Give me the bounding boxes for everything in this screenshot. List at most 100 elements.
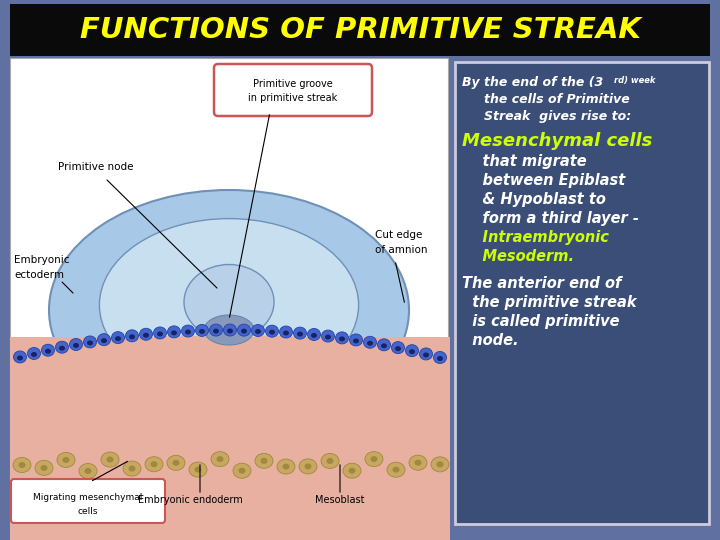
Ellipse shape bbox=[336, 332, 348, 344]
Ellipse shape bbox=[387, 414, 394, 430]
Ellipse shape bbox=[79, 463, 97, 478]
Ellipse shape bbox=[320, 368, 325, 374]
Ellipse shape bbox=[94, 379, 98, 397]
Ellipse shape bbox=[298, 411, 304, 429]
Text: Mesoderm.: Mesoderm. bbox=[462, 249, 574, 264]
Text: in primitive streak: in primitive streak bbox=[248, 93, 338, 103]
Ellipse shape bbox=[240, 409, 244, 427]
Ellipse shape bbox=[402, 388, 408, 406]
Ellipse shape bbox=[387, 462, 405, 477]
Ellipse shape bbox=[87, 340, 93, 346]
Ellipse shape bbox=[189, 462, 207, 477]
Ellipse shape bbox=[223, 324, 236, 336]
Text: of amnion: of amnion bbox=[375, 245, 428, 255]
Ellipse shape bbox=[337, 363, 343, 369]
Ellipse shape bbox=[132, 383, 138, 389]
Text: FUNCTIONS OF PRIMITIVE STREAK: FUNCTIONS OF PRIMITIVE STREAK bbox=[79, 16, 641, 44]
Ellipse shape bbox=[71, 380, 76, 386]
Ellipse shape bbox=[339, 336, 345, 341]
Ellipse shape bbox=[297, 332, 303, 336]
Ellipse shape bbox=[151, 413, 158, 418]
Ellipse shape bbox=[319, 369, 325, 387]
Ellipse shape bbox=[326, 458, 333, 464]
Text: is called primitive: is called primitive bbox=[462, 314, 619, 329]
Ellipse shape bbox=[277, 459, 295, 474]
Text: & Hypoblast to: & Hypoblast to bbox=[462, 192, 606, 207]
Ellipse shape bbox=[255, 454, 273, 468]
FancyBboxPatch shape bbox=[10, 340, 450, 540]
Ellipse shape bbox=[151, 414, 158, 430]
Ellipse shape bbox=[261, 387, 267, 393]
Ellipse shape bbox=[17, 355, 23, 361]
Ellipse shape bbox=[101, 452, 119, 467]
Ellipse shape bbox=[181, 325, 194, 337]
Ellipse shape bbox=[125, 330, 138, 342]
Text: that migrate: that migrate bbox=[462, 154, 587, 169]
Text: By the end of the (3: By the end of the (3 bbox=[462, 76, 603, 89]
Ellipse shape bbox=[49, 190, 409, 430]
Ellipse shape bbox=[269, 329, 275, 335]
Text: Mesenchymal cells: Mesenchymal cells bbox=[462, 132, 652, 150]
Ellipse shape bbox=[199, 329, 205, 334]
Ellipse shape bbox=[238, 468, 246, 474]
Ellipse shape bbox=[55, 341, 68, 353]
Ellipse shape bbox=[35, 461, 53, 475]
Ellipse shape bbox=[266, 325, 279, 337]
Ellipse shape bbox=[299, 459, 317, 474]
Ellipse shape bbox=[251, 325, 264, 336]
Ellipse shape bbox=[415, 460, 421, 465]
Ellipse shape bbox=[274, 404, 282, 422]
Ellipse shape bbox=[99, 219, 359, 392]
Text: node.: node. bbox=[462, 333, 518, 348]
Ellipse shape bbox=[387, 413, 392, 418]
Ellipse shape bbox=[227, 328, 233, 334]
Text: ectoderm: ectoderm bbox=[14, 270, 64, 280]
Ellipse shape bbox=[150, 461, 158, 467]
FancyBboxPatch shape bbox=[214, 64, 372, 116]
Ellipse shape bbox=[420, 348, 433, 360]
Ellipse shape bbox=[436, 461, 444, 467]
Ellipse shape bbox=[171, 330, 177, 335]
Ellipse shape bbox=[279, 326, 292, 338]
Ellipse shape bbox=[45, 349, 51, 354]
Ellipse shape bbox=[143, 333, 149, 338]
Ellipse shape bbox=[167, 455, 185, 470]
FancyBboxPatch shape bbox=[10, 4, 710, 56]
Ellipse shape bbox=[129, 334, 135, 339]
Ellipse shape bbox=[195, 362, 199, 380]
Text: rd) week: rd) week bbox=[614, 76, 655, 85]
Text: cells: cells bbox=[78, 507, 98, 516]
Text: The anterior end of: The anterior end of bbox=[462, 276, 621, 291]
Ellipse shape bbox=[348, 468, 356, 474]
Ellipse shape bbox=[185, 329, 191, 335]
Ellipse shape bbox=[239, 408, 246, 414]
Ellipse shape bbox=[349, 334, 362, 346]
Ellipse shape bbox=[213, 329, 219, 334]
Ellipse shape bbox=[305, 463, 312, 469]
Ellipse shape bbox=[325, 335, 331, 340]
Text: Mesoblast: Mesoblast bbox=[315, 495, 365, 505]
Ellipse shape bbox=[297, 410, 304, 416]
Ellipse shape bbox=[173, 460, 179, 466]
Ellipse shape bbox=[13, 457, 31, 472]
Ellipse shape bbox=[364, 336, 377, 348]
Ellipse shape bbox=[40, 465, 48, 471]
Ellipse shape bbox=[184, 265, 274, 340]
Ellipse shape bbox=[353, 339, 359, 343]
Ellipse shape bbox=[282, 463, 289, 470]
Ellipse shape bbox=[211, 372, 215, 390]
Ellipse shape bbox=[322, 330, 335, 342]
FancyBboxPatch shape bbox=[10, 58, 448, 530]
Ellipse shape bbox=[371, 456, 377, 462]
Text: Primitive groove: Primitive groove bbox=[253, 79, 333, 89]
Ellipse shape bbox=[241, 329, 247, 334]
Ellipse shape bbox=[70, 339, 83, 350]
Ellipse shape bbox=[262, 388, 266, 406]
Ellipse shape bbox=[409, 455, 427, 470]
Ellipse shape bbox=[431, 457, 449, 472]
Ellipse shape bbox=[238, 324, 251, 336]
Ellipse shape bbox=[49, 412, 53, 430]
Ellipse shape bbox=[217, 456, 223, 462]
Ellipse shape bbox=[392, 342, 405, 354]
Ellipse shape bbox=[392, 467, 400, 472]
